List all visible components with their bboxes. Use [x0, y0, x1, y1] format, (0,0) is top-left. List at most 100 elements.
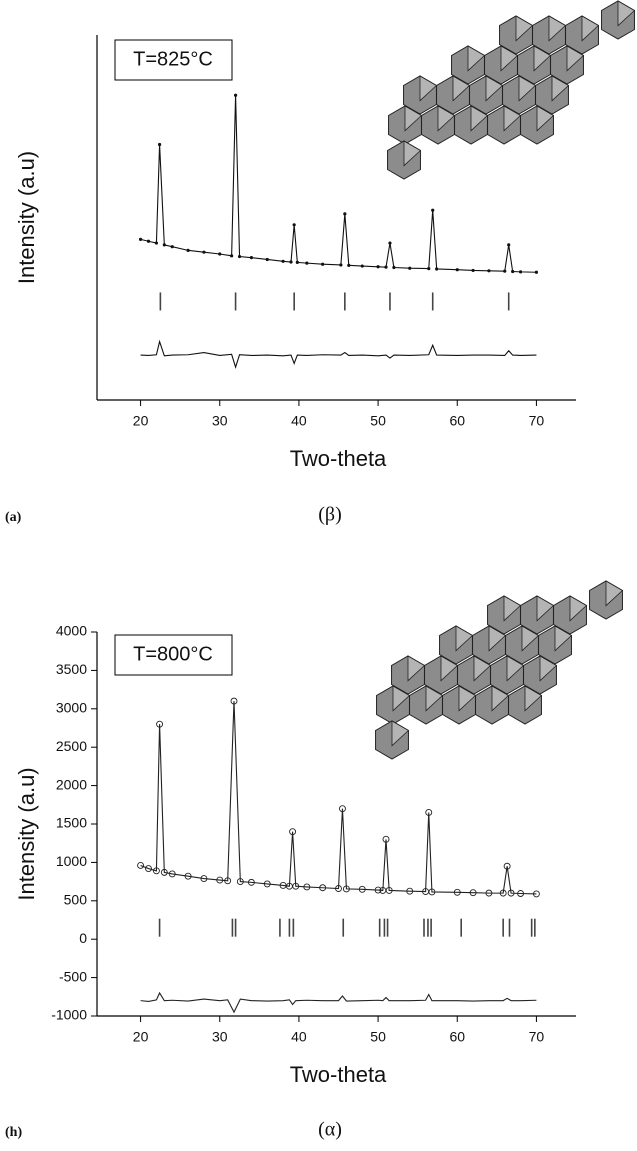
data-point	[152, 867, 160, 875]
data-point	[319, 884, 327, 892]
data-point	[237, 254, 242, 259]
data-point	[321, 262, 325, 266]
data-point	[265, 257, 269, 262]
octahedron-face	[425, 685, 444, 712]
octahedron-face	[488, 625, 507, 652]
octahedron-face	[605, 580, 624, 607]
data-point	[469, 889, 477, 897]
octahedron-face	[554, 625, 573, 652]
octahedron-face	[391, 720, 410, 747]
panel-label: (a)	[5, 510, 22, 525]
data-point	[499, 889, 507, 897]
octahedron-face	[491, 685, 510, 712]
octahedron-face	[524, 685, 543, 712]
x-axis-label: Two-theta	[290, 1062, 387, 1087]
data-point	[146, 239, 151, 243]
difference-curve	[140, 339, 537, 369]
octahedron-face	[569, 595, 588, 622]
data-point	[358, 885, 366, 893]
y-tick-label: 3000	[56, 700, 87, 716]
data-point	[453, 888, 461, 896]
octahedron-face	[518, 75, 537, 102]
octahedron-face	[503, 595, 522, 622]
data-point	[507, 243, 511, 247]
y-tick-label: 2500	[56, 738, 87, 754]
data-point	[305, 261, 309, 265]
data-point	[335, 885, 342, 892]
data-point	[518, 270, 523, 274]
x-tick-label: 40	[291, 413, 307, 429]
data-point	[343, 212, 347, 216]
y-tick-label: 500	[64, 892, 88, 908]
octahedron-face	[470, 105, 489, 132]
x-tick-label: 20	[133, 413, 149, 429]
data-point	[471, 268, 475, 273]
data-point	[218, 252, 222, 256]
annotation: T=825°C	[133, 48, 213, 70]
x-tick-label: 60	[449, 413, 465, 429]
data-point	[382, 835, 390, 843]
data-point	[303, 883, 311, 891]
data-point	[154, 241, 159, 245]
octahedron-face	[458, 685, 477, 712]
octahedron-face	[533, 45, 552, 72]
data-point	[263, 880, 271, 888]
data-point	[342, 885, 350, 893]
data-point	[224, 877, 232, 885]
octahedron-face	[407, 655, 426, 682]
octahedron-face	[515, 15, 534, 42]
data-point	[376, 265, 380, 269]
y-tick-label: 3500	[56, 661, 87, 677]
data-point	[200, 875, 208, 882]
data-point	[156, 720, 164, 728]
octahedron-face	[473, 655, 492, 682]
octahedron-face	[536, 105, 555, 132]
data-point	[517, 890, 525, 897]
octahedron-face	[536, 595, 555, 622]
data-point	[289, 260, 293, 264]
x-axis-label: Two-theta	[290, 446, 387, 471]
y-tick-label: 1000	[56, 853, 87, 869]
structure-inset	[375, 580, 624, 760]
data-point	[374, 886, 382, 894]
x-tick-label: 70	[529, 413, 545, 429]
data-point	[431, 208, 435, 212]
data-point	[216, 876, 224, 884]
data-point	[384, 265, 388, 269]
y-tick-label: 1500	[56, 815, 87, 831]
caption: (α)	[318, 1119, 342, 1141]
data-point	[236, 878, 244, 886]
octahedron-face	[452, 75, 471, 102]
y-axis-label: Intensity (a.u)	[14, 151, 39, 284]
structure-inset	[387, 0, 636, 180]
observed-pattern	[140, 701, 537, 895]
data-point	[385, 886, 393, 894]
data-point	[360, 264, 364, 268]
octahedron-face	[404, 105, 423, 132]
data-point	[455, 268, 459, 272]
y-tick-label: -1000	[51, 1007, 87, 1023]
data-point	[230, 697, 238, 705]
data-point	[281, 259, 285, 263]
data-point	[170, 245, 174, 249]
octahedron-face	[566, 45, 585, 72]
x-tick-label: 60	[449, 1029, 465, 1045]
octahedron-face	[539, 655, 558, 682]
data-point	[292, 882, 300, 890]
data-point	[295, 260, 299, 264]
data-point	[289, 828, 297, 836]
data-point	[202, 250, 206, 254]
panel-label: (h)	[5, 1125, 22, 1140]
octahedron-face	[485, 75, 504, 102]
data-point	[247, 878, 255, 886]
annotation-box	[114, 634, 233, 676]
octahedron-face	[455, 625, 474, 652]
data-point	[168, 870, 176, 878]
data-point	[388, 241, 392, 245]
y-tick-label: 0	[79, 930, 87, 946]
difference-curve	[140, 991, 537, 1014]
x-tick-label: 30	[212, 413, 228, 429]
octahedron-face	[419, 75, 438, 102]
data-point	[339, 805, 346, 813]
data-point	[137, 862, 145, 869]
